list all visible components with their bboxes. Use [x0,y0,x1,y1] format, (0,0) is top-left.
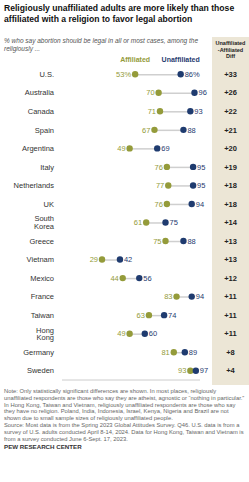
svg-text:+26: +26 [224,88,237,97]
svg-text:95: 95 [197,181,205,190]
svg-text:+33: +33 [224,70,237,79]
svg-text:81: 81 [161,348,169,357]
svg-text:+22: +22 [224,107,237,116]
svg-text:75: 75 [170,218,178,227]
svg-text:93: 93 [178,366,186,375]
html-text:Affiliated: Affiliated [120,56,151,63]
svg-text:71: 71 [148,107,156,116]
html-text:Religiously unaffiliated adult: Religiously unaffiliated adults are more… [4,3,235,24]
svg-text:94: 94 [196,200,204,209]
svg-text:29: 29 [90,255,98,264]
html-text:PEW RESEARCH CENTER: PEW RESEARCH CENTER [4,443,82,451]
html-text:Source: Most data is from the: Source: Most data is from the Spring 202… [4,422,244,442]
svg-text:49: 49 [117,329,125,338]
svg-text:Mexico: Mexico [30,274,54,283]
html-text:Note: Only statistically signi: Note: Only statistically significant dif… [4,388,245,422]
svg-text:SouthKorea: SouthKorea [34,214,55,231]
svg-text:Argentina: Argentina [22,144,55,153]
svg-text:+12: +12 [224,274,237,283]
svg-text:86%: 86% [185,70,200,79]
svg-text:Netherlands: Netherlands [14,181,55,190]
svg-text:UK: UK [44,200,54,209]
svg-text:France: France [31,292,54,301]
svg-text:53%: 53% [116,70,131,79]
svg-text:+14: +14 [224,218,238,227]
svg-text:56: 56 [143,274,151,283]
svg-text:44: 44 [110,274,118,283]
svg-text:Taiwan: Taiwan [31,311,54,320]
svg-text:U.S.: U.S. [39,70,54,79]
svg-text:61: 61 [134,218,142,227]
svg-text:Germany: Germany [23,348,54,357]
svg-text:+13: +13 [224,255,237,264]
svg-text:69: 69 [161,144,169,153]
svg-text:+13: +13 [224,237,237,246]
svg-text:+8: +8 [226,348,235,357]
svg-text:+11: +11 [224,311,236,320]
html-text:% who say abortion should be l: % who say abortion should be legal in al… [4,37,198,52]
svg-text:83: 83 [164,292,172,301]
svg-text:76: 76 [155,200,163,209]
svg-text:93: 93 [194,107,202,116]
svg-text:76: 76 [155,163,163,172]
svg-text:+20: +20 [224,144,237,153]
svg-text:+18: +18 [224,200,237,209]
svg-text:Greece: Greece [29,237,54,246]
svg-text:HongKong: HongKong [36,326,54,343]
svg-text:67: 67 [142,126,150,135]
svg-text:96: 96 [198,88,206,97]
svg-text:60: 60 [149,329,157,338]
svg-text:+21: +21 [224,126,237,135]
svg-text:42: 42 [124,255,132,264]
svg-text:Australia: Australia [25,88,55,97]
svg-text:+18: +18 [224,181,237,190]
svg-text:75: 75 [153,237,161,246]
svg-text:Spain: Spain [35,126,54,135]
svg-text:63: 63 [137,311,145,320]
svg-text:88: 88 [187,237,195,246]
svg-text:88: 88 [187,126,195,135]
svg-text:49: 49 [117,144,125,153]
svg-text:Sweden: Sweden [27,366,54,375]
svg-text:+11: +11 [224,292,236,301]
svg-text:70: 70 [146,88,154,97]
html-text:Unaffiliated -Affiliated Diff: Unaffiliated -Affiliated Diff [215,40,246,59]
svg-text:+4: +4 [226,366,235,375]
svg-text:Vietnam: Vietnam [27,255,54,264]
svg-text:94: 94 [196,292,204,301]
html-text:Unaffiliated: Unaffiliated [161,56,200,63]
svg-text:74: 74 [168,311,176,320]
svg-text:89: 89 [189,348,197,357]
svg-text:+19: +19 [224,163,237,172]
svg-text:Italy: Italy [40,163,54,172]
svg-text:+11: +11 [224,329,236,338]
svg-text:Canada: Canada [28,107,55,116]
svg-text:95: 95 [197,163,205,172]
svg-text:97: 97 [200,366,208,375]
svg-text:77: 77 [156,181,164,190]
